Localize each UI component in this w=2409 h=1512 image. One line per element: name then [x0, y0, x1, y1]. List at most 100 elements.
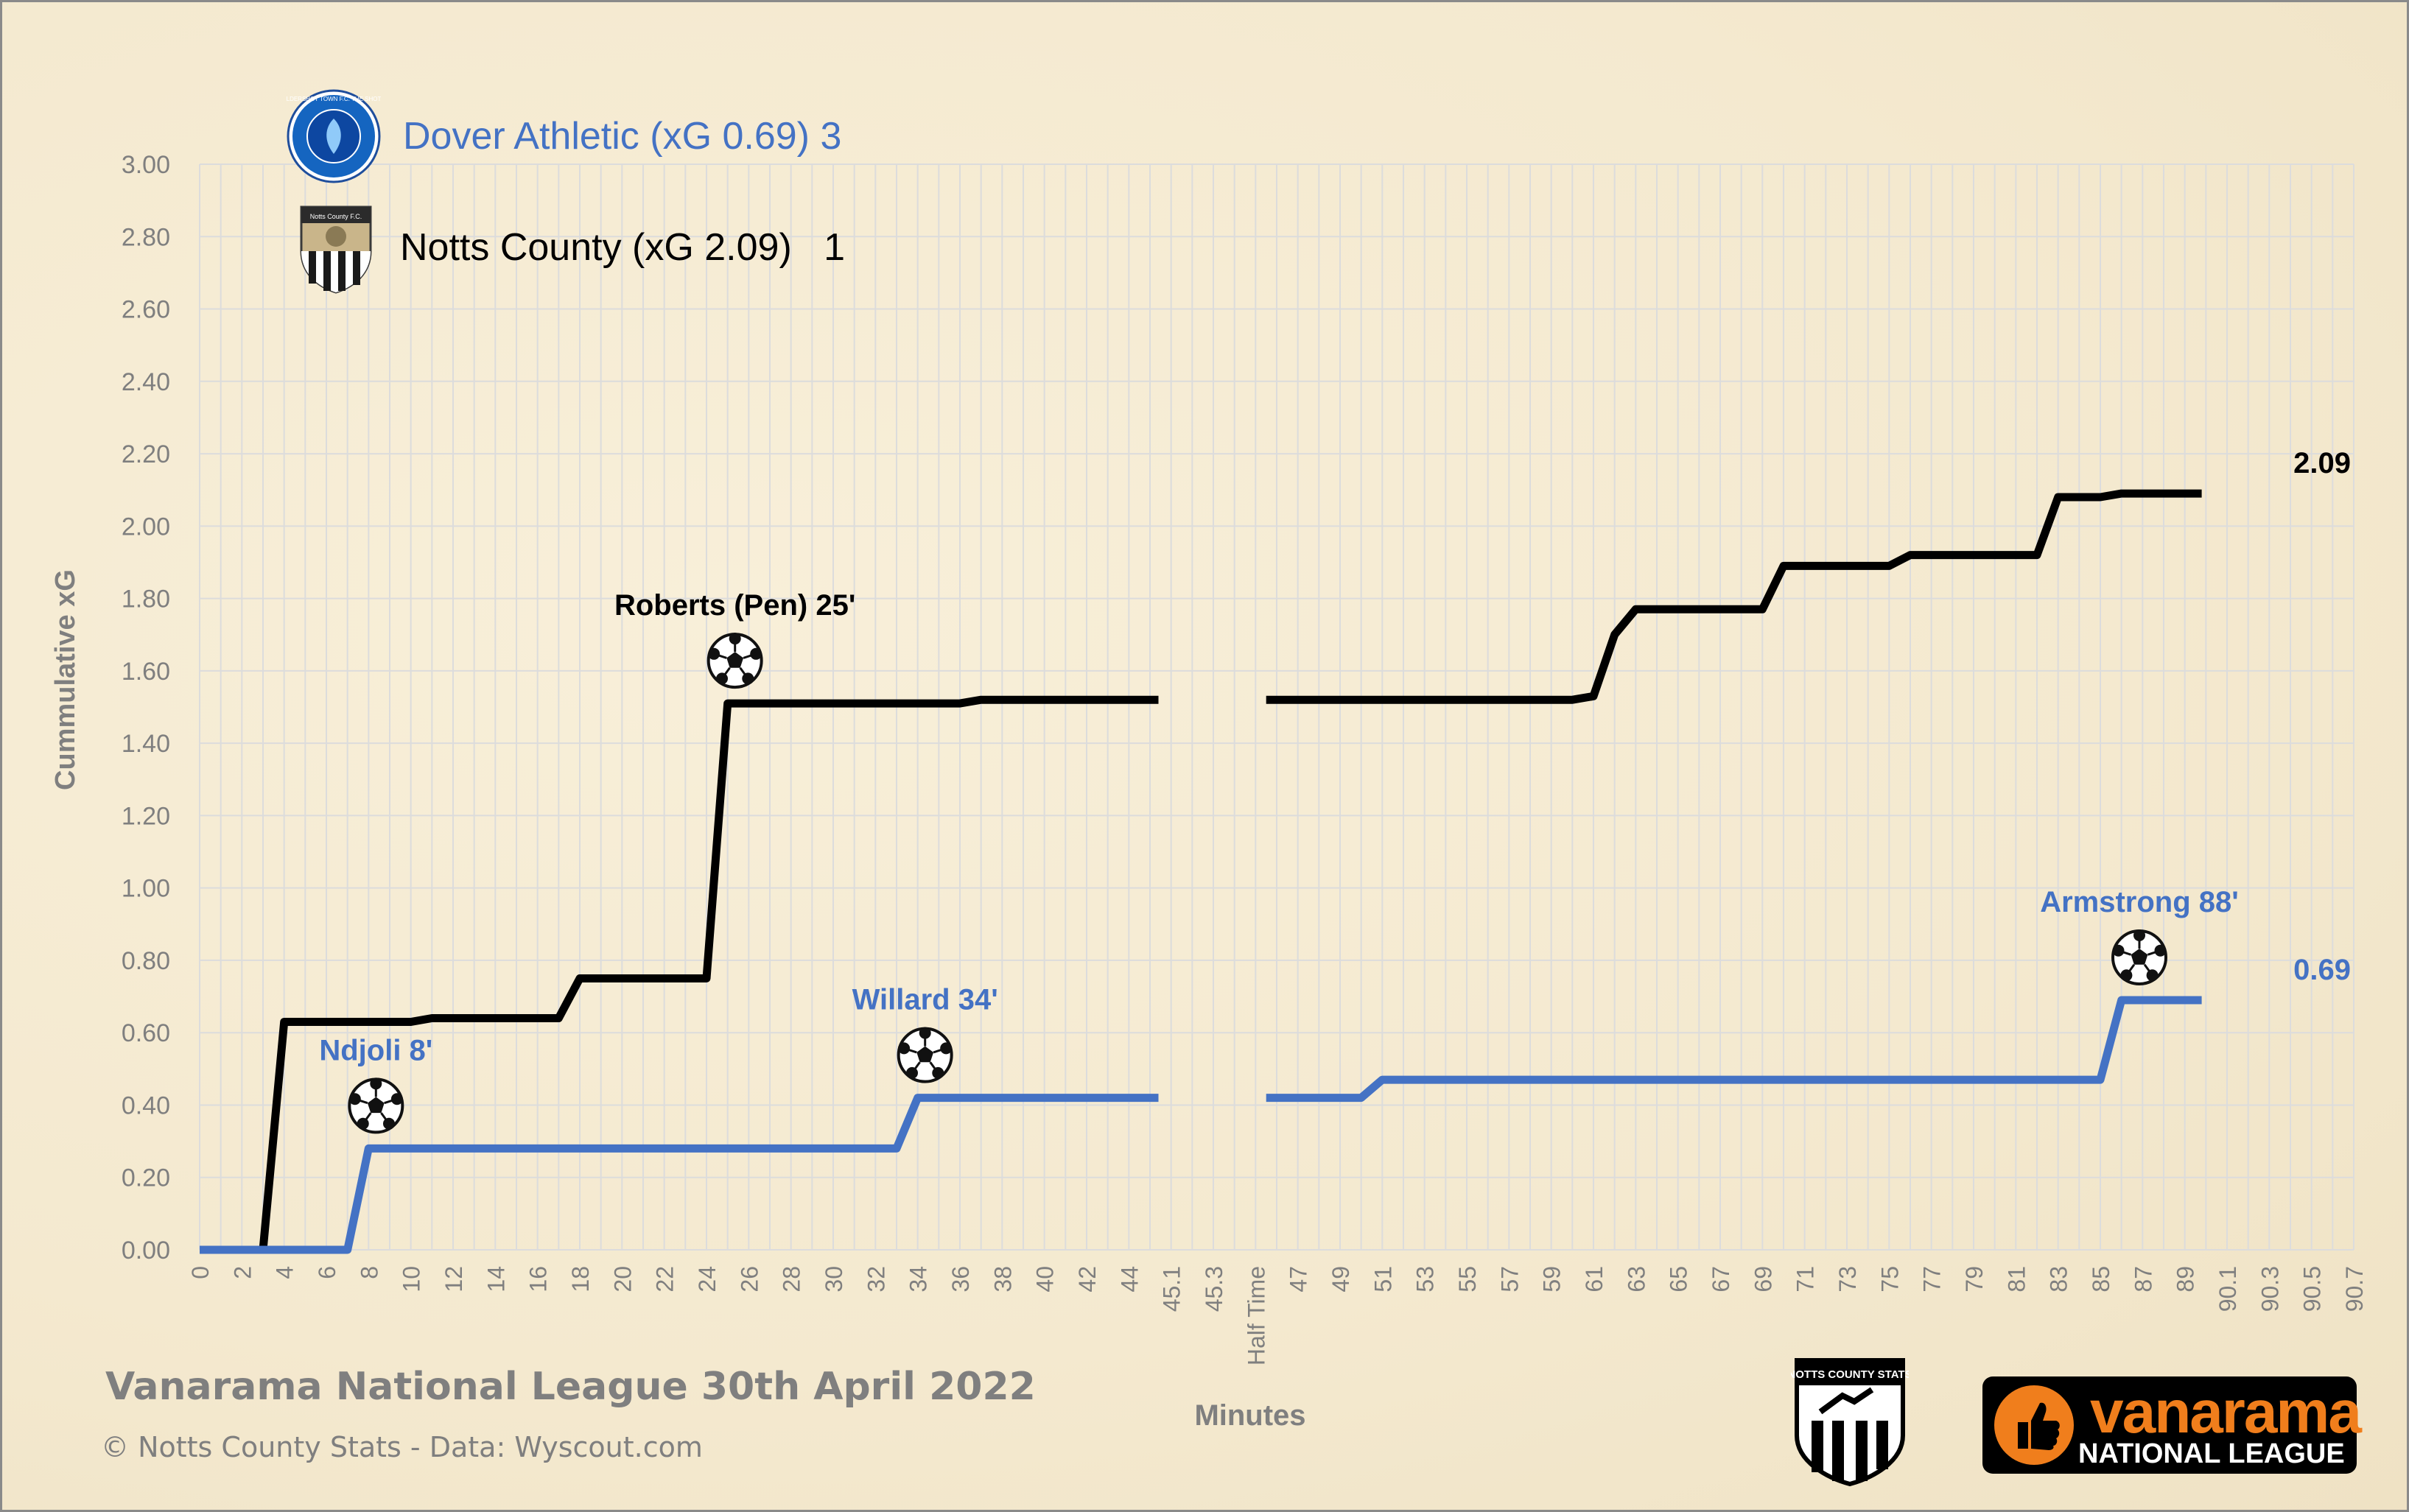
- footer-title: Vanarama National League 30th April 2022: [105, 1365, 1036, 1409]
- svg-text:NOTTS COUNTY STATS: NOTTS COUNTY STATS: [1791, 1368, 1909, 1381]
- y-tick-label: 2.60: [122, 296, 170, 324]
- svg-text:Notts County F.C.: Notts County F.C.: [310, 213, 362, 220]
- x-tick-label: 63: [1623, 1266, 1649, 1293]
- x-tick-label: 67: [1708, 1266, 1734, 1293]
- x-tick-label: 45.3: [1201, 1266, 1227, 1312]
- x-tick-label: 90.3: [2257, 1266, 2283, 1312]
- x-tick-label: 45.1: [1159, 1266, 1185, 1312]
- x-tick-label: 4: [272, 1266, 298, 1279]
- x-tick-label: 32: [863, 1266, 889, 1293]
- x-tick-label: 34: [905, 1266, 932, 1293]
- y-tick-label: 0.60: [122, 1019, 170, 1047]
- x-tick-label: 85: [2088, 1266, 2114, 1293]
- x-tick-label: 55: [1454, 1266, 1481, 1293]
- x-tick-label: 90.1: [2215, 1266, 2241, 1312]
- x-tick-label: 81: [2003, 1266, 2030, 1293]
- y-tick-label: 2.00: [122, 513, 170, 541]
- x-tick-label: Half Time: [1243, 1266, 1269, 1365]
- x-tick-label: 47: [1286, 1266, 1312, 1293]
- notts-county-stats-logo-icon: NOTTS COUNTY STATS: [1791, 1358, 1909, 1487]
- x-tick-label: 10: [399, 1266, 425, 1293]
- x-tick-label: 57: [1496, 1266, 1523, 1293]
- x-tick-label: 40: [1032, 1266, 1059, 1293]
- football-icon: [2111, 929, 2167, 985]
- goal-label: Ndjoli 8': [319, 1034, 432, 1066]
- x-tick-label: 89: [2173, 1266, 2199, 1293]
- x-tick-label: 18: [567, 1266, 594, 1293]
- y-tick-label: 0.00: [122, 1237, 170, 1265]
- y-tick-label: 2.80: [122, 223, 170, 251]
- notts-county-badge-icon: Notts County F.C.: [300, 205, 372, 294]
- y-tick-label: 1.60: [122, 658, 170, 686]
- football-icon: [348, 1077, 404, 1134]
- vanarama-wordmark: vanarama: [2090, 1379, 2362, 1446]
- x-tick-label: 12: [441, 1266, 467, 1293]
- vanarama-national-league-logo: vanarama NATIONAL LEAGUE: [1982, 1376, 2362, 1474]
- legend-label-notts: Notts County (xG 2.09) 1: [400, 226, 846, 269]
- x-tick-label: 16: [525, 1266, 552, 1293]
- x-tick-label: 20: [609, 1266, 636, 1293]
- series-line-dover-athletic: [200, 996, 2202, 1254]
- end-value-label: 0.69: [2293, 954, 2351, 986]
- aldershot-badge-icon: ALDERSHOT TOWN F.C. THE SHOTS: [287, 89, 381, 183]
- x-tick-label: 36: [947, 1266, 974, 1293]
- x-tick-label: 0: [187, 1266, 214, 1279]
- legend-dover: ALDERSHOT TOWN F.C. THE SHOTS Dover Athl…: [287, 89, 841, 183]
- x-tick-label: 87: [2130, 1266, 2156, 1293]
- y-axis-label: Cummulative xG: [50, 569, 81, 790]
- x-tick-label: 77: [1919, 1266, 1946, 1293]
- goal-label: Armstrong 88': [2040, 886, 2239, 918]
- svg-text:ALDERSHOT TOWN F.C. THE SHOTS: ALDERSHOT TOWN F.C. THE SHOTS: [287, 96, 381, 102]
- x-tick-label: 75: [1876, 1266, 1903, 1293]
- x-tick-label: 83: [2046, 1266, 2072, 1293]
- football-icon: [897, 1027, 953, 1083]
- goal-label: Willard 34': [852, 984, 998, 1016]
- x-tick-label: 38: [989, 1266, 1016, 1293]
- x-tick-label: 8: [356, 1266, 382, 1279]
- x-tick-label: 44: [1116, 1266, 1143, 1293]
- football-icon: [706, 633, 763, 689]
- y-tick-label: 1.00: [122, 875, 170, 903]
- legend-notts: Notts County F.C. Notts County (xG 2.09)…: [295, 200, 845, 295]
- x-tick-label: 71: [1792, 1266, 1819, 1293]
- y-tick-label: 0.40: [122, 1091, 170, 1119]
- x-tick-label: 42: [1074, 1266, 1101, 1293]
- y-tick-label: 2.20: [122, 440, 170, 468]
- end-value-label: 2.09: [2293, 447, 2351, 479]
- goal-annotations: Roberts (Pen) 25' Ndjoli 8' Willard 34' Arm…: [319, 589, 2239, 1134]
- y-tick-label: 0.80: [122, 947, 170, 975]
- x-axis-label: Minutes: [1194, 1399, 1305, 1432]
- y-tick-label: 1.80: [122, 586, 170, 613]
- y-tick-label: 2.40: [122, 368, 170, 396]
- y-tick-label: 1.40: [122, 730, 170, 758]
- x-tick-label: 30: [821, 1266, 847, 1293]
- vanarama-thumb-icon: [1994, 1385, 2074, 1465]
- footer-credit: © Notts County Stats - Data: Wyscout.com: [101, 1431, 703, 1463]
- x-tick-label: 2: [229, 1266, 256, 1279]
- x-tick-label: 53: [1412, 1266, 1439, 1293]
- x-tick-label: 73: [1834, 1266, 1861, 1293]
- x-tick-label: 61: [1581, 1266, 1607, 1293]
- x-tick-label: 6: [314, 1266, 340, 1279]
- y-tick-label: 3.00: [122, 151, 170, 179]
- x-tick-label: 79: [1961, 1266, 1988, 1293]
- series-lines: 2.09 0.69: [200, 447, 2351, 1254]
- x-tick-label: 90.5: [2299, 1266, 2326, 1312]
- axes: 0.00 0.20 0.40 0.60 0.80 1.00 1.20 1.40 1.60 1.80…: [122, 151, 2368, 1365]
- national-league-wordmark: NATIONAL LEAGUE: [2078, 1438, 2345, 1469]
- x-tick-label: 24: [694, 1266, 720, 1293]
- y-tick-label: 1.20: [122, 802, 170, 830]
- x-tick-label: 65: [1666, 1266, 1692, 1293]
- series-line-notts-county: [200, 489, 2202, 1254]
- x-tick-label: 49: [1328, 1266, 1354, 1293]
- x-tick-label: 51: [1370, 1266, 1396, 1293]
- goal-label: Roberts (Pen) 25': [614, 589, 855, 622]
- x-tick-label: 28: [779, 1266, 805, 1293]
- x-tick-label: 90.7: [2341, 1266, 2368, 1312]
- x-tick-label: 22: [652, 1266, 678, 1293]
- x-tick-label: 69: [1750, 1266, 1776, 1293]
- gridlines: [199, 163, 2354, 1251]
- x-tick-label: 59: [1539, 1266, 1565, 1293]
